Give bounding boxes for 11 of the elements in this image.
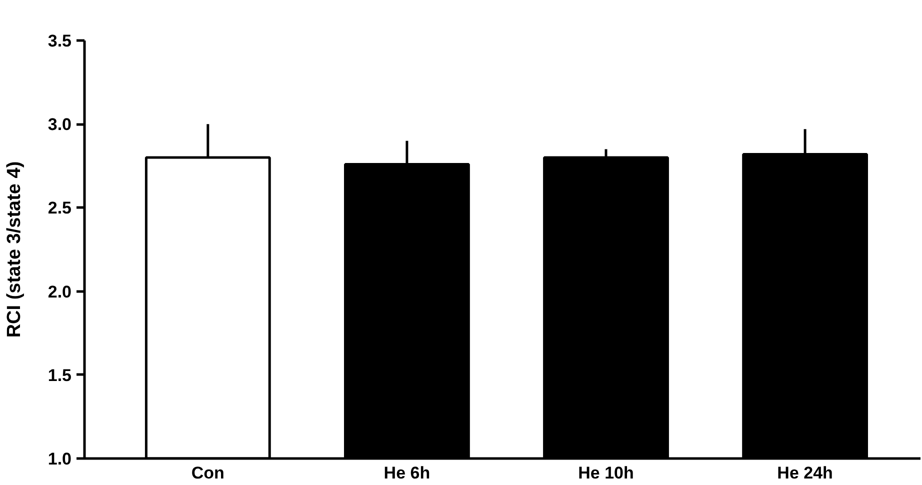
x-tick-label: Con <box>191 464 224 482</box>
y-tick-label: 2.5 <box>48 198 72 218</box>
x-tick-label: He 6h <box>384 464 430 482</box>
y-axis-title: RCI (state 3/state 4) <box>4 161 25 338</box>
x-tick-label: He 10h <box>578 464 634 482</box>
y-tick-label: 1.5 <box>48 366 72 385</box>
y-tick-label: 3.5 <box>48 32 72 50</box>
y-tick-label: 3.0 <box>48 115 72 134</box>
x-tick-label: He 24h <box>777 464 833 482</box>
y-tick-label: 1.0 <box>48 450 72 468</box>
y-tick-label: 2.0 <box>48 282 72 302</box>
